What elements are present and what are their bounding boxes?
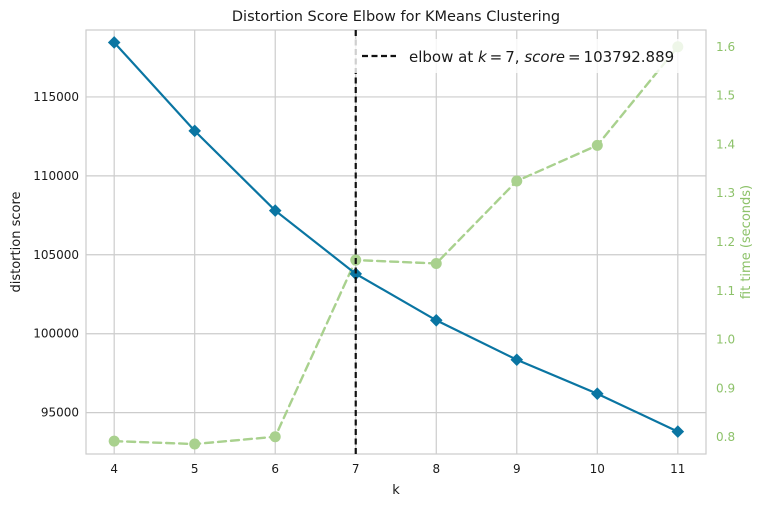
x-tick-label: 6 xyxy=(271,462,279,476)
y2-tick-label: 1.6 xyxy=(716,40,735,54)
y-axis-ticks: 95000 100000 105000 110000 115000 xyxy=(33,90,79,420)
fit-time-point xyxy=(511,175,523,187)
legend-math-part: score xyxy=(524,48,565,66)
y2-tick-label: 0.9 xyxy=(716,381,735,395)
y2-tick-label: 1.2 xyxy=(716,235,735,249)
legend-label: elbow at k = 7, score = 103792.889 xyxy=(409,48,674,66)
distortion-point xyxy=(510,353,524,367)
y2-tick-label: 0.8 xyxy=(716,430,735,444)
distortion-line xyxy=(113,41,679,433)
y2-tick-label: 1.0 xyxy=(716,333,735,347)
legend-math-part: = 7 xyxy=(487,48,515,66)
distortion-point xyxy=(671,425,685,438)
x-tick-label: 11 xyxy=(670,462,685,476)
fit-time-point xyxy=(430,257,442,269)
distortion-point xyxy=(429,313,443,327)
fit-time-point xyxy=(189,438,201,450)
y2-axis-label: fit time (seconds) xyxy=(739,185,754,299)
x-axis-ticks: 4 5 6 7 8 9 10 11 xyxy=(110,462,685,476)
y-tick-label: 115000 xyxy=(33,90,79,104)
legend-math-part: = 103792.889 xyxy=(565,48,674,66)
distortion-point xyxy=(188,124,202,138)
x-tick-label: 7 xyxy=(352,462,360,476)
chart-title: Distortion Score Elbow for KMeans Cluste… xyxy=(232,9,560,25)
y-tick-label: 100000 xyxy=(33,327,79,341)
distortion-series xyxy=(107,36,685,438)
fit-time-line xyxy=(112,45,680,446)
plot-frame xyxy=(85,29,707,455)
distortion-point xyxy=(590,387,604,400)
x-tick-label: 4 xyxy=(110,462,118,476)
y-axis-label: distortion score xyxy=(9,192,24,293)
distortion-point xyxy=(268,204,282,217)
y2-tick-label: 1.3 xyxy=(716,186,735,200)
distortion-point xyxy=(107,36,121,49)
x-tick-label: 5 xyxy=(191,462,199,476)
legend: elbow at k = 7, score = 103792.889 xyxy=(352,39,698,73)
grid xyxy=(86,30,706,454)
fit-time-point xyxy=(108,435,120,447)
y2-tick-label: 1.4 xyxy=(716,137,735,151)
legend-math-part: k xyxy=(478,48,488,66)
x-tick-label: 10 xyxy=(590,462,605,476)
x-axis-label: k xyxy=(392,483,400,498)
distortion-point xyxy=(349,267,363,281)
y2-axis-ticks: 0.8 0.9 1.0 1.1 1.2 1.3 1.4 1.5 1.6 xyxy=(716,40,735,444)
y-tick-label: 95000 xyxy=(41,406,79,420)
x-tick-label: 9 xyxy=(513,462,521,476)
y-tick-label: 110000 xyxy=(33,169,79,183)
legend-box xyxy=(352,39,698,73)
y2-tick-label: 1.5 xyxy=(716,89,735,103)
legend-text-part: elbow at xyxy=(409,48,478,66)
fit-time-point xyxy=(591,139,603,151)
y-tick-label: 105000 xyxy=(33,248,79,262)
legend-text-part: , xyxy=(515,48,525,66)
x-tick-label: 8 xyxy=(432,462,440,476)
y2-tick-label: 1.1 xyxy=(716,284,735,298)
fit-time-point xyxy=(269,431,281,443)
